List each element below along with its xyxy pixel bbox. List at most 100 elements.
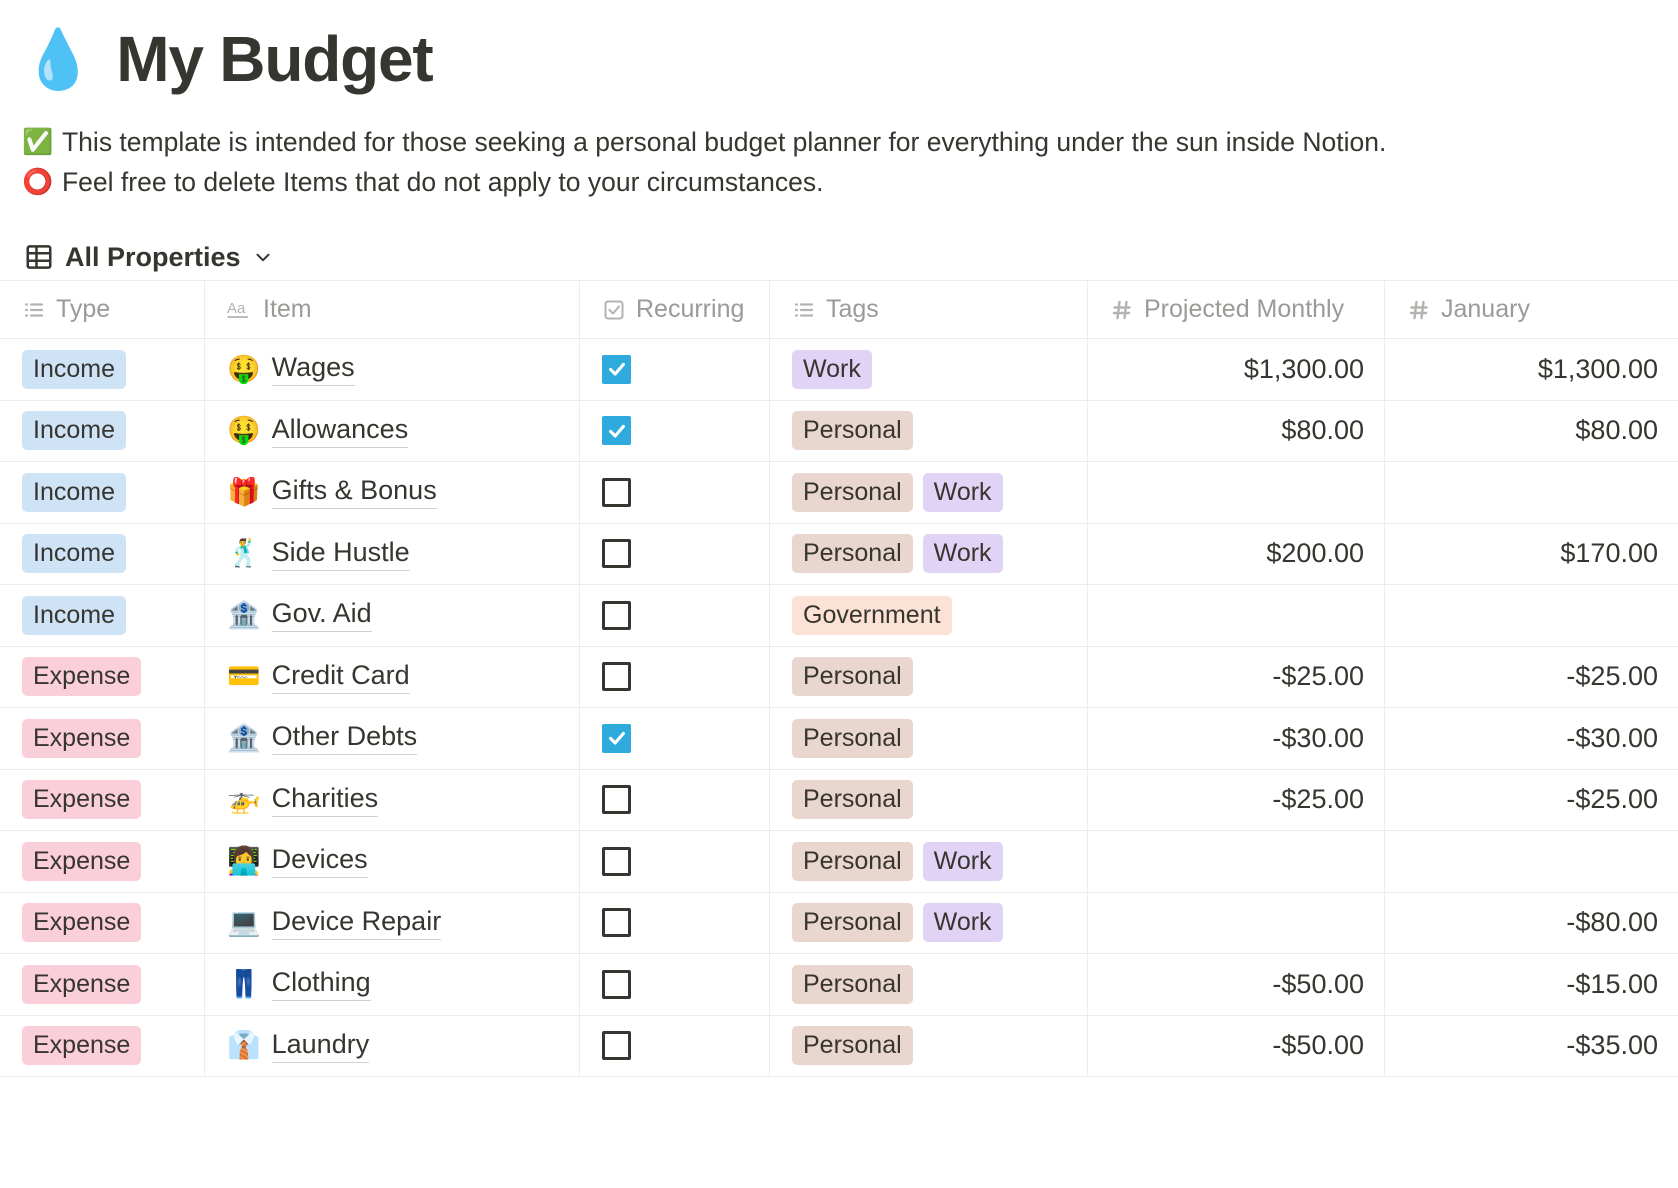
cell-projected-monthly[interactable]: [1088, 585, 1385, 646]
table-row[interactable]: Expense 👖 Clothing Personal -$50.00 -$15…: [0, 954, 1678, 1016]
type-badge[interactable]: Expense: [22, 964, 142, 1004]
cell-tags[interactable]: Government: [770, 585, 1088, 646]
cell-recurring[interactable]: [580, 954, 770, 1015]
cell-january[interactable]: $80.00: [1385, 401, 1678, 462]
cell-projected-monthly[interactable]: $200.00: [1088, 523, 1385, 584]
cell-type[interactable]: Income: [0, 400, 205, 461]
cell-tags[interactable]: Work: [770, 339, 1088, 400]
cell-projected-monthly[interactable]: -$25.00: [1088, 646, 1385, 707]
tag-pill[interactable]: Work: [922, 472, 1003, 512]
cell-tags[interactable]: Personal: [770, 769, 1088, 830]
cell-type[interactable]: Expense: [0, 892, 205, 953]
all-properties-toggle[interactable]: All Properties: [0, 202, 1678, 274]
cell-january[interactable]: -$35.00: [1385, 1016, 1678, 1077]
cell-recurring[interactable]: [580, 646, 770, 707]
item-name-link[interactable]: Allowances: [271, 414, 409, 448]
table-row[interactable]: Income 🤑 Wages Work $1,300.00 $1,300.00: [0, 339, 1678, 401]
cell-recurring[interactable]: [580, 1015, 770, 1076]
column-header-type[interactable]: Type: [0, 281, 205, 338]
cell-item[interactable]: 💳 Credit Card: [205, 646, 580, 707]
table-row[interactable]: Expense 👔 Laundry Personal -$50.00 -$35.…: [0, 1015, 1678, 1077]
recurring-checkbox[interactable]: [602, 969, 631, 999]
tag-pill[interactable]: Personal: [792, 411, 913, 451]
cell-recurring[interactable]: [580, 462, 770, 523]
type-badge[interactable]: Expense: [22, 657, 142, 697]
cell-projected-monthly[interactable]: -$50.00: [1088, 1015, 1385, 1076]
table-row[interactable]: Expense 🏦 Other Debts Personal -$30.00 -…: [0, 708, 1678, 770]
cell-type[interactable]: Income: [0, 462, 205, 523]
item-name-link[interactable]: Side Hustle: [271, 537, 410, 571]
cell-january[interactable]: $1,300.00: [1385, 339, 1678, 400]
type-badge[interactable]: Income: [22, 472, 126, 512]
recurring-checkbox[interactable]: [602, 908, 631, 938]
item-name-link[interactable]: Devices: [271, 844, 368, 879]
tag-pill[interactable]: Work: [922, 841, 1003, 881]
cell-january[interactable]: -$25.00: [1385, 647, 1678, 708]
tag-pill[interactable]: Personal: [792, 718, 913, 758]
cell-projected-monthly[interactable]: [1088, 462, 1385, 523]
recurring-checkbox[interactable]: [602, 600, 631, 630]
item-name-link[interactable]: Wages: [271, 352, 355, 387]
cell-january[interactable]: [1385, 462, 1678, 523]
cell-january[interactable]: -$15.00: [1385, 954, 1678, 1015]
cell-type[interactable]: Expense: [0, 769, 205, 830]
cell-type[interactable]: Income: [0, 339, 205, 400]
cell-tags[interactable]: Personal: [770, 400, 1088, 461]
cell-recurring[interactable]: [580, 892, 770, 953]
column-header-january[interactable]: January: [1385, 281, 1678, 338]
tag-pill[interactable]: Work: [792, 349, 872, 389]
recurring-checkbox[interactable]: [602, 723, 631, 753]
cell-type[interactable]: Income: [0, 523, 205, 584]
column-header-recurring[interactable]: Recurring: [580, 281, 770, 338]
cell-tags[interactable]: Personal Work: [770, 523, 1088, 584]
table-row[interactable]: Income 🕺 Side Hustle Personal Work $200.0…: [0, 523, 1678, 585]
cell-projected-monthly[interactable]: $1,300.00: [1088, 339, 1385, 400]
cell-type[interactable]: Expense: [0, 708, 205, 769]
recurring-checkbox[interactable]: [602, 662, 631, 692]
cell-tags[interactable]: Personal: [770, 954, 1088, 1015]
cell-recurring[interactable]: [580, 339, 770, 400]
tag-pill[interactable]: Personal: [792, 472, 913, 512]
item-name-link[interactable]: Credit Card: [271, 660, 410, 694]
cell-tags[interactable]: Personal Work: [770, 831, 1088, 892]
item-name-link[interactable]: Charities: [271, 783, 379, 817]
table-row[interactable]: Expense 🚁 Charities Personal -$25.00 -$2…: [0, 769, 1678, 831]
item-name-link[interactable]: Other Debts: [271, 721, 418, 756]
tag-pill[interactable]: Personal: [792, 903, 913, 943]
cell-recurring[interactable]: [580, 400, 770, 461]
tag-pill[interactable]: Personal: [792, 657, 913, 697]
cell-type[interactable]: Income: [0, 585, 205, 646]
type-badge[interactable]: Income: [22, 411, 126, 451]
type-badge[interactable]: Expense: [22, 841, 142, 881]
cell-item[interactable]: 🎁 Gifts & Bonus: [205, 462, 580, 523]
cell-projected-monthly[interactable]: -$25.00: [1088, 769, 1385, 830]
type-badge[interactable]: Income: [22, 534, 126, 574]
cell-item[interactable]: 🏦 Gov. Aid: [205, 585, 580, 646]
cell-type[interactable]: Expense: [0, 831, 205, 892]
cell-item[interactable]: 🤑 Allowances: [205, 400, 580, 461]
cell-projected-monthly[interactable]: [1088, 892, 1385, 953]
type-badge[interactable]: Expense: [22, 903, 142, 943]
cell-item[interactable]: 💻 Device Repair: [205, 892, 580, 953]
tag-pill[interactable]: Personal: [792, 841, 913, 881]
table-row[interactable]: Expense 💳 Credit Card Personal -$25.00 -…: [0, 646, 1678, 708]
recurring-checkbox[interactable]: [602, 785, 631, 815]
cell-recurring[interactable]: [580, 523, 770, 584]
recurring-checkbox[interactable]: [602, 477, 631, 507]
cell-tags[interactable]: Personal Work: [770, 892, 1088, 953]
cell-projected-monthly[interactable]: [1088, 831, 1385, 892]
type-badge[interactable]: Expense: [22, 718, 142, 758]
recurring-checkbox[interactable]: [602, 1031, 631, 1061]
type-badge[interactable]: Income: [22, 349, 126, 389]
column-header-projected-monthly[interactable]: Projected Monthly: [1088, 281, 1385, 338]
cell-item[interactable]: 👖 Clothing: [205, 954, 580, 1015]
tag-pill[interactable]: Personal: [792, 1026, 913, 1066]
tag-pill[interactable]: Work: [922, 903, 1003, 943]
cell-projected-monthly[interactable]: -$50.00: [1088, 954, 1385, 1015]
cell-tags[interactable]: Personal Work: [770, 462, 1088, 523]
item-name-link[interactable]: Gov. Aid: [271, 598, 372, 633]
recurring-checkbox[interactable]: [602, 539, 631, 569]
tag-pill[interactable]: Government: [792, 595, 952, 635]
item-name-link[interactable]: Laundry: [271, 1029, 370, 1063]
table-row[interactable]: Income 🏦 Gov. Aid Government: [0, 585, 1678, 647]
